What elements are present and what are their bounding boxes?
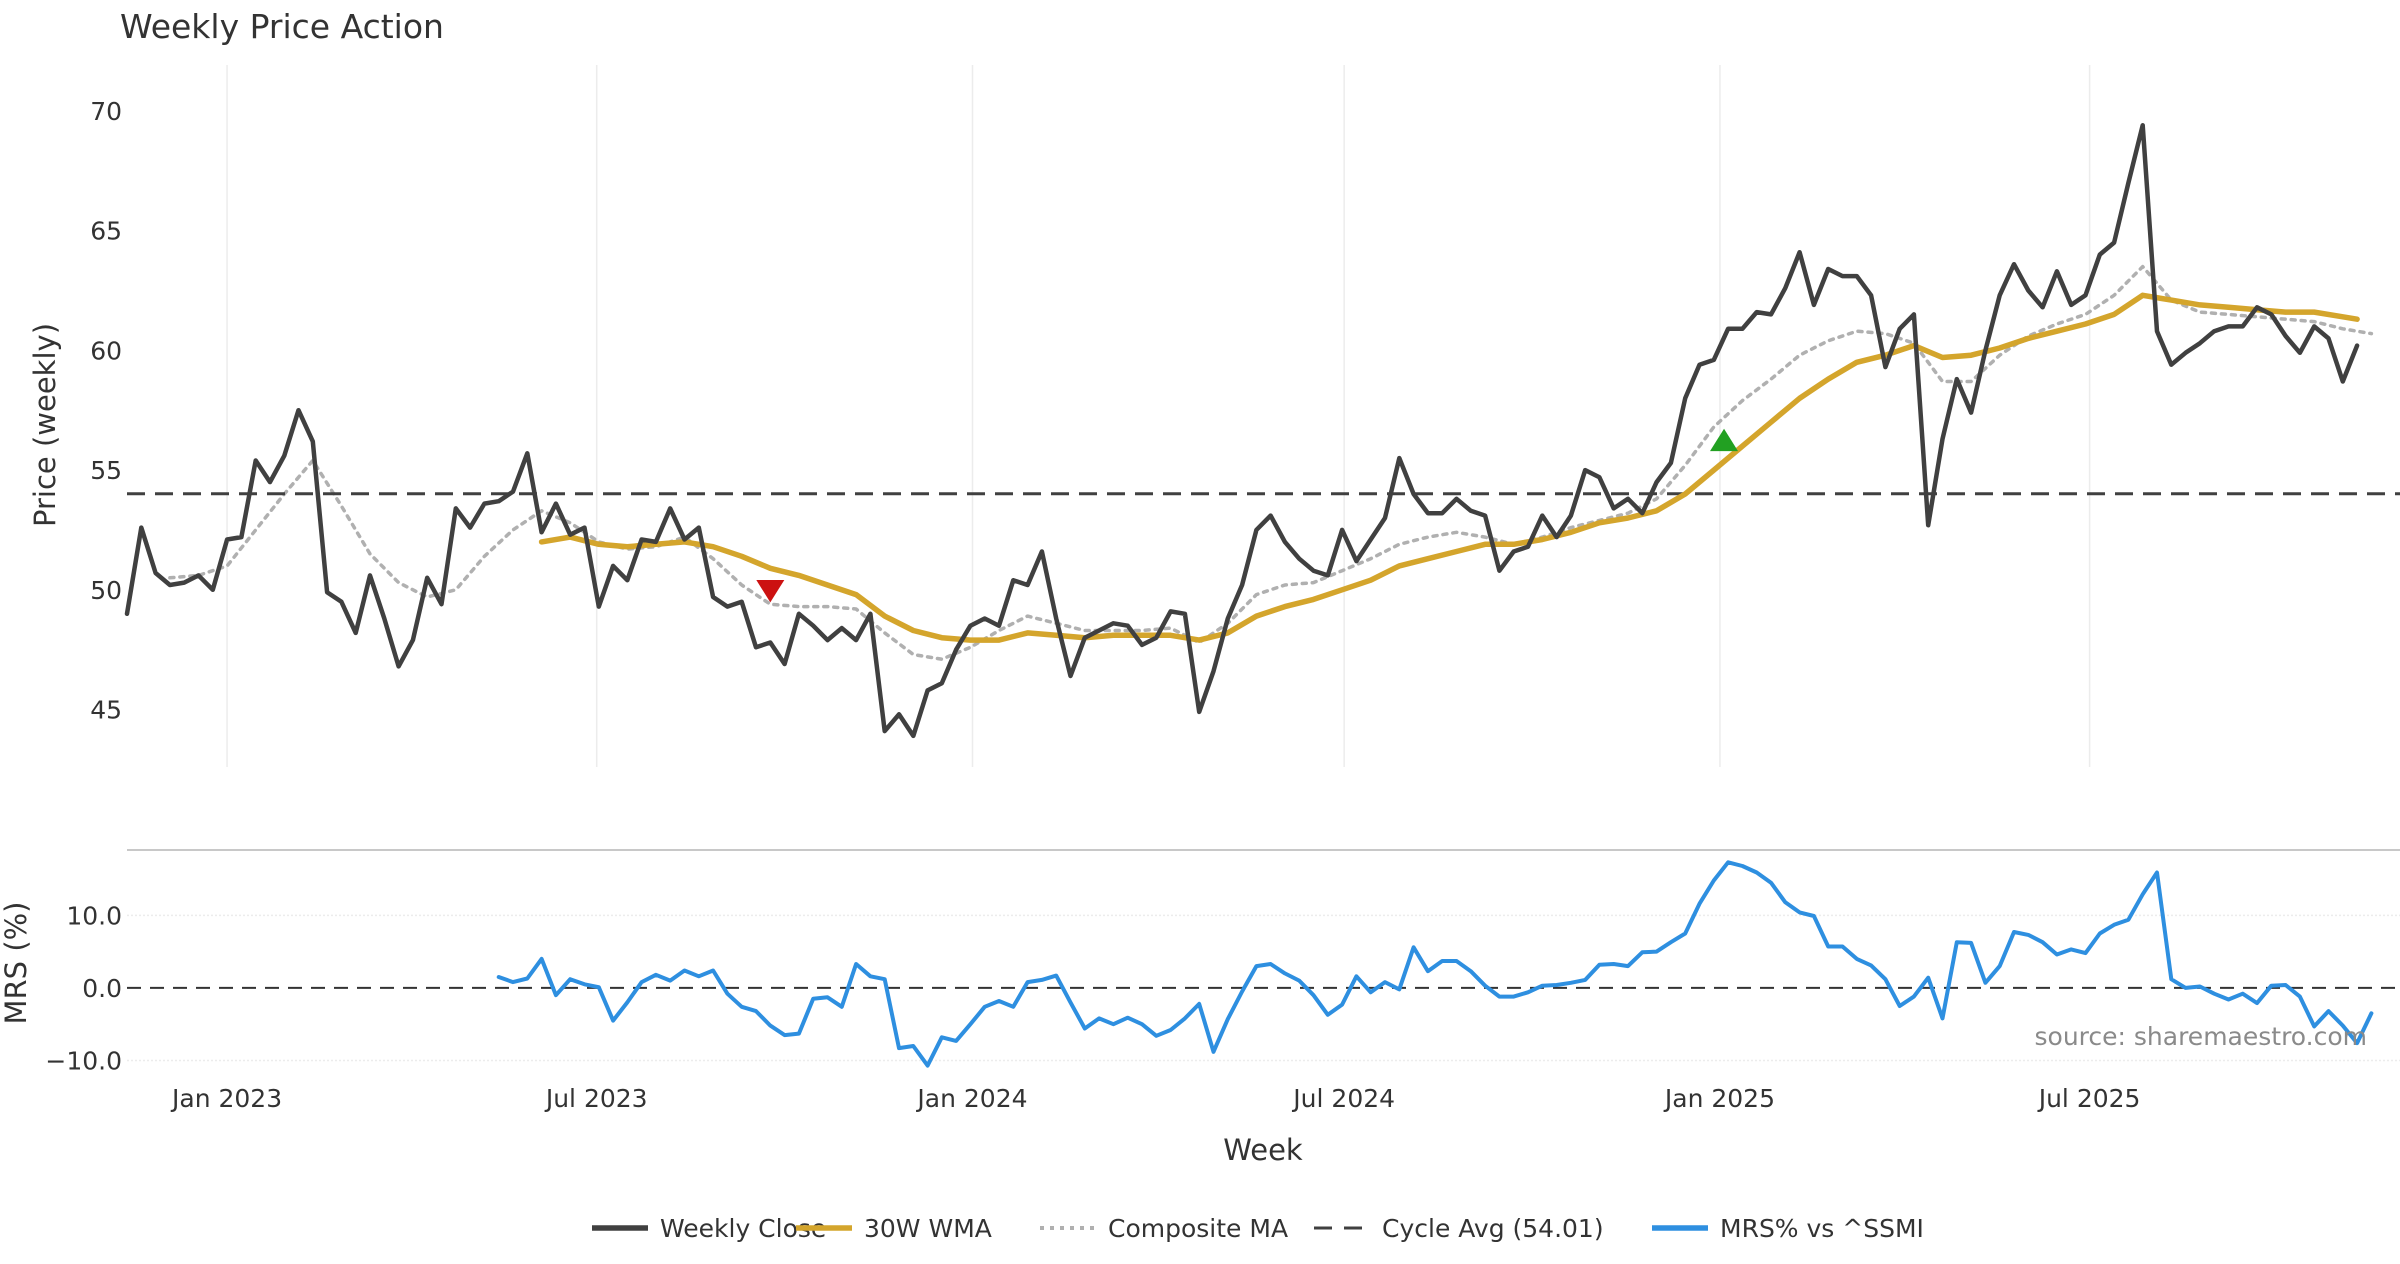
mrs-y-tick-label: 10.0	[66, 901, 122, 930]
x-tick-label: Jul 2024	[1291, 1084, 1395, 1113]
x-tick-label: Jul 2023	[544, 1084, 648, 1113]
sell-signal-marker	[756, 580, 785, 603]
chart-legend: Weekly Close 30W WMA Composite MA Cycle Avg…	[592, 1214, 1924, 1243]
trade-markers	[756, 428, 1739, 603]
x-tick-label: Jul 2025	[2037, 1084, 2141, 1113]
chart-title: Weekly Price Action	[120, 7, 444, 46]
axes-labels: Jan 2023 Jul 2023 Jan 2024 Jul 2024 Jan 2025…	[45, 97, 2140, 1113]
price-lines	[124, 123, 2400, 739]
buy-signal-marker	[1710, 428, 1739, 452]
price-y-tick-label: 50	[90, 576, 122, 605]
source-annotation: source: sharemaestro.com	[2035, 1022, 2368, 1051]
mrs-line	[496, 860, 2374, 1068]
wma-30w-line	[538, 292, 2360, 643]
x-tick-label: Jan 2023	[170, 1084, 282, 1113]
legend-item-label: MRS% vs ^SSMI	[1720, 1214, 1924, 1243]
legend-item-label: Cycle Avg (54.01)	[1382, 1214, 1604, 1243]
x-tick-label: Jan 2025	[1663, 1084, 1775, 1113]
mrs-y-axis-label: MRS (%)	[0, 902, 33, 1025]
mrs-grid	[127, 849, 2400, 1062]
x-axis-label: Week	[1223, 1133, 1303, 1167]
mrs-y-tick-label: −10.0	[45, 1046, 122, 1075]
price-y-tick-label: 45	[90, 696, 122, 725]
mrs-lines	[496, 860, 2374, 1068]
price-y-axis-label: Price (weekly)	[28, 323, 62, 527]
price-y-tick-label: 60	[90, 336, 122, 365]
legend-item-label: Composite MA	[1108, 1214, 1288, 1243]
price-y-tick-label: 70	[90, 97, 122, 126]
weekly-close-line	[124, 123, 2360, 739]
composite-ma-line	[168, 264, 2374, 661]
x-tick-label: Jan 2024	[915, 1084, 1027, 1113]
price-y-tick-label: 65	[90, 217, 122, 246]
legend-item-label: 30W WMA	[864, 1214, 992, 1243]
price-grid	[226, 65, 2091, 767]
mrs-y-tick-label: 0.0	[82, 974, 122, 1003]
price-y-tick-label: 55	[90, 456, 122, 485]
